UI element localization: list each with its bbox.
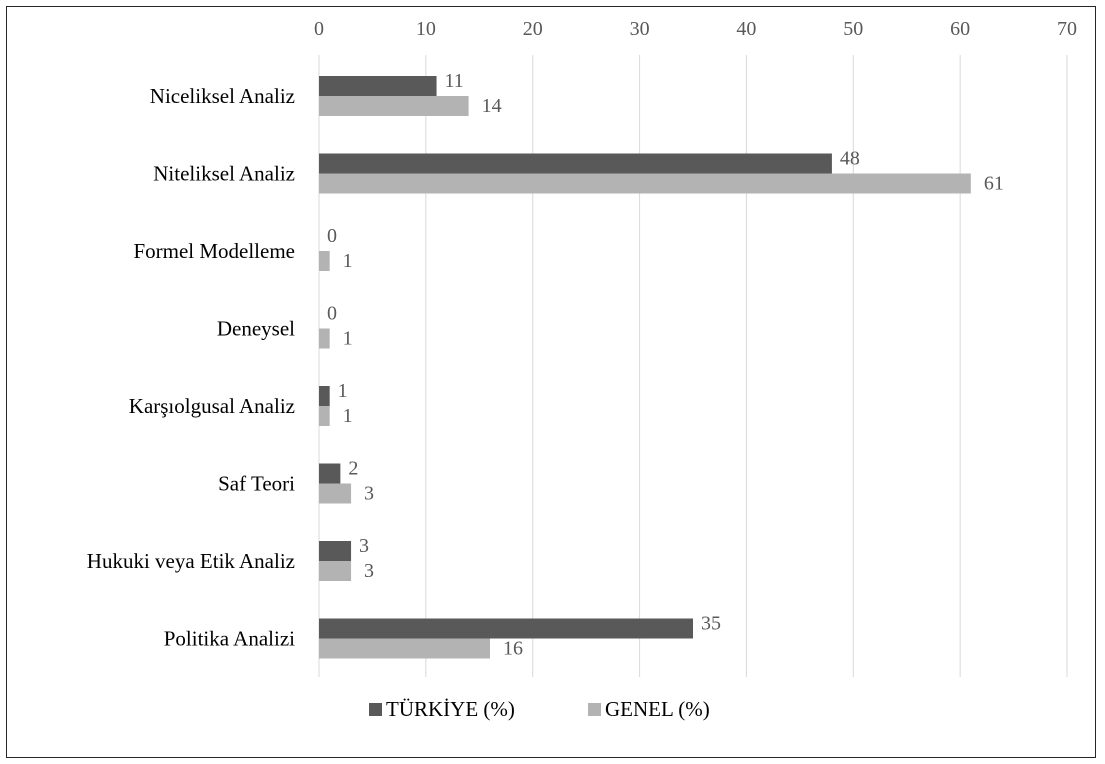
legend-label: TÜRKİYE (%) xyxy=(386,697,515,721)
bar-genel xyxy=(319,638,490,659)
bar-turkiye xyxy=(319,463,341,484)
category-label: Niteliksel Analiz xyxy=(153,162,295,186)
data-label: 0 xyxy=(327,225,337,247)
data-label: 3 xyxy=(364,483,374,505)
data-label: 3 xyxy=(359,535,369,557)
category-label: Politika Analizi xyxy=(164,627,295,651)
x-axis-ticks: 0 10 20 30 40 50 60 70 xyxy=(314,18,1077,40)
x-tick-label: 0 xyxy=(314,18,324,40)
data-label: 0 xyxy=(327,303,337,325)
bar-genel xyxy=(319,406,330,426)
legend-swatch xyxy=(369,703,382,716)
category-label: Saf Teori xyxy=(218,472,295,496)
x-tick-label: 70 xyxy=(1057,18,1077,40)
bar-turkiye xyxy=(319,76,437,96)
bar-genel xyxy=(319,96,469,116)
x-tick-label: 10 xyxy=(416,18,436,40)
data-label: 1 xyxy=(343,328,353,350)
data-label: 61 xyxy=(984,173,1004,195)
bar-genel xyxy=(319,561,352,581)
bars xyxy=(319,76,971,659)
bar-turkiye xyxy=(319,541,352,561)
category-label: Karşıolgusal Analiz xyxy=(129,394,295,418)
bar-genel xyxy=(319,328,330,349)
legend-swatch xyxy=(588,703,601,716)
bar-turkiye xyxy=(319,618,693,639)
category-label: Niceliksel Analiz xyxy=(150,84,295,108)
data-label: 16 xyxy=(503,638,523,660)
bar-genel xyxy=(319,173,971,194)
legend: TÜRKİYE (%) GENEL (%) xyxy=(369,697,710,721)
data-label: 2 xyxy=(348,458,358,480)
data-label: 3 xyxy=(364,560,374,582)
bar-genel xyxy=(319,251,330,271)
category-label: Formel Modelleme xyxy=(133,239,295,263)
gridlines xyxy=(318,55,1068,677)
category-labels: Niceliksel Analiz Niteliksel Analiz Formel… xyxy=(87,84,295,651)
x-tick-label: 30 xyxy=(630,18,650,40)
data-label: 14 xyxy=(482,95,502,117)
data-label: 1 xyxy=(343,250,353,272)
data-label: 48 xyxy=(840,148,860,170)
legend-label: GENEL (%) xyxy=(605,697,710,721)
x-tick-label: 20 xyxy=(523,18,543,40)
bar-turkiye xyxy=(319,153,832,174)
data-label: 35 xyxy=(701,613,721,635)
bar-genel xyxy=(319,483,352,504)
chart-frame: 0 10 20 30 40 50 60 70 Niceliksel Analiz Nitelik… xyxy=(6,6,1096,758)
x-tick-label: 40 xyxy=(736,18,756,40)
data-label: 1 xyxy=(338,380,348,402)
data-label: 1 xyxy=(343,405,353,427)
x-tick-label: 50 xyxy=(843,18,863,40)
category-label: Deneysel xyxy=(217,317,295,341)
data-label: 11 xyxy=(445,70,464,92)
category-label: Hukuki veya Etik Analiz xyxy=(87,549,295,573)
bar-turkiye xyxy=(319,386,330,406)
bar-chart: 0 10 20 30 40 50 60 70 Niceliksel AnalizNitelik… xyxy=(87,18,1077,721)
x-tick-label: 60 xyxy=(950,18,970,40)
